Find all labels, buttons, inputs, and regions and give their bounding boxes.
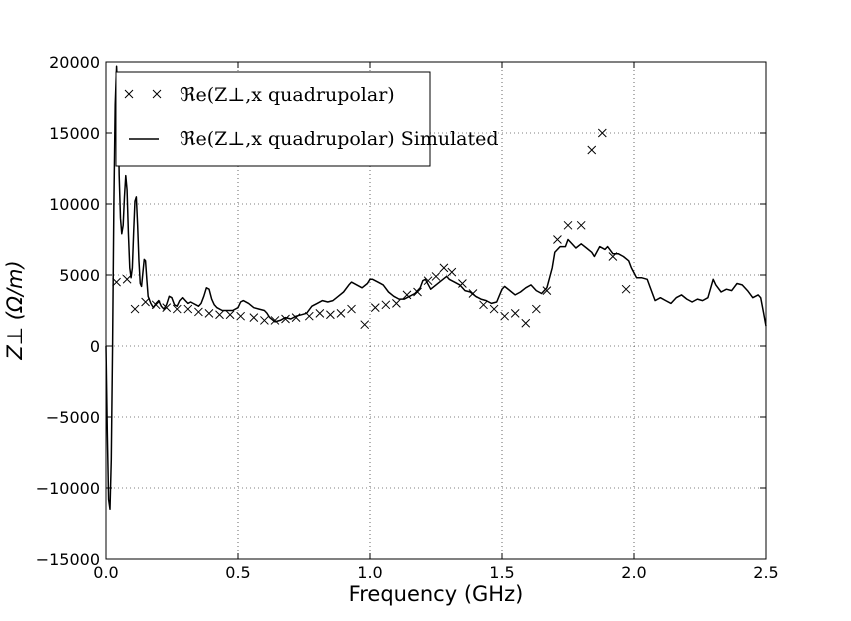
measured-data-point bbox=[162, 303, 172, 313]
measured-data-point bbox=[392, 299, 401, 308]
measured-data-point bbox=[112, 277, 121, 287]
measured-data-point bbox=[468, 289, 478, 298]
y-tick-label: 0 bbox=[90, 337, 100, 356]
y-tick-label: 10000 bbox=[49, 195, 100, 214]
measured-data-point bbox=[249, 313, 259, 322]
series-layer bbox=[105, 65, 767, 511]
measured-data-point bbox=[204, 308, 214, 318]
measured-data-point bbox=[510, 308, 520, 318]
measured-data-point bbox=[531, 304, 541, 314]
measured-data-point bbox=[479, 300, 488, 310]
legend-label-markers: ℜe(Z⊥,x quadrupolar) bbox=[180, 84, 395, 106]
measured-data-point bbox=[336, 308, 346, 318]
measured-data-point bbox=[360, 320, 370, 330]
measured-data-point bbox=[402, 290, 412, 300]
measured-data-point bbox=[597, 128, 607, 138]
measured-data-point bbox=[194, 307, 203, 317]
simulated-series-line bbox=[105, 65, 767, 511]
measured-data-point bbox=[183, 304, 193, 314]
x-tick-label: 1.0 bbox=[357, 563, 382, 582]
measured-data-point bbox=[122, 274, 132, 284]
measured-data-point bbox=[542, 286, 552, 295]
legend-entry-line: ℜe(Z⊥,x quadrupolar) Simulated bbox=[129, 128, 499, 150]
x-tick-label: 0.5 bbox=[225, 563, 250, 582]
measured-data-point bbox=[439, 263, 449, 273]
y-tick-label: 15000 bbox=[49, 124, 100, 143]
measured-data-point bbox=[563, 220, 573, 230]
measured-data-point bbox=[621, 284, 631, 294]
measured-data-point bbox=[608, 252, 618, 261]
measured-data-point bbox=[225, 310, 235, 320]
measured-data-point bbox=[291, 313, 301, 322]
y-tick-label: −15000 bbox=[36, 550, 100, 569]
legend-marker-x-icon bbox=[124, 89, 134, 99]
x-tick-label: 1.5 bbox=[489, 563, 514, 582]
measured-data-point bbox=[236, 311, 245, 321]
measured-data-point bbox=[381, 300, 391, 310]
measured-data-point bbox=[489, 304, 499, 314]
measured-data-point bbox=[553, 235, 562, 244]
measured-data-point bbox=[576, 220, 586, 230]
measured-data-point bbox=[500, 311, 509, 321]
measured-data-point bbox=[521, 318, 531, 328]
measured-data-point bbox=[304, 311, 314, 321]
legend-label-line: ℜe(Z⊥,x quadrupolar) Simulated bbox=[180, 128, 499, 150]
measured-data-point bbox=[347, 304, 356, 314]
x-tick-label: 2.5 bbox=[753, 563, 778, 582]
measured-data-point bbox=[326, 310, 335, 320]
y-tick-label: −5000 bbox=[46, 408, 100, 427]
measured-data-point bbox=[370, 303, 380, 313]
measured-data-point bbox=[215, 310, 224, 320]
y-tick-label: −10000 bbox=[36, 479, 100, 498]
measured-data-point bbox=[587, 145, 597, 155]
measured-data-point bbox=[423, 276, 433, 286]
x-tick-label: 2.0 bbox=[621, 563, 646, 582]
y-tick-label: 5000 bbox=[59, 266, 100, 285]
grid bbox=[106, 62, 766, 559]
plot-frame bbox=[105, 61, 767, 560]
tick-labels: 0.0 0.5 1.0 1.5 2.0 2.5 −15000 −10000 −5000 0 5000… bbox=[36, 53, 779, 582]
ticks bbox=[105, 61, 767, 560]
y-tick-label: 20000 bbox=[49, 53, 100, 72]
legend-marker-x-icon bbox=[152, 89, 162, 99]
x-axis-title: Frequency (GHz) bbox=[349, 582, 524, 606]
measured-data-point bbox=[172, 304, 182, 314]
legend-entry-markers: ℜe(Z⊥,x quadrupolar) bbox=[124, 84, 395, 106]
measured-data-point bbox=[447, 267, 457, 277]
x-tick-label: 0.0 bbox=[93, 563, 118, 582]
measured-data-point bbox=[130, 304, 140, 314]
measured-data-point bbox=[270, 316, 280, 325]
measured-data-point bbox=[315, 308, 325, 318]
legend: ℜe(Z⊥,x quadrupolar) ℜe(Z⊥,x quadrupolar… bbox=[115, 71, 499, 167]
measured-data-point bbox=[413, 287, 422, 297]
measured-data-point bbox=[141, 297, 150, 307]
measured-data-point bbox=[281, 314, 290, 324]
measured-data-point bbox=[151, 300, 161, 310]
measured-data-point bbox=[431, 272, 441, 281]
measured-data-point bbox=[260, 316, 269, 325]
legend-box bbox=[115, 71, 431, 167]
measured-data-point bbox=[458, 279, 467, 288]
y-axis-title: Z⊥ (Ω/m) bbox=[3, 260, 27, 360]
